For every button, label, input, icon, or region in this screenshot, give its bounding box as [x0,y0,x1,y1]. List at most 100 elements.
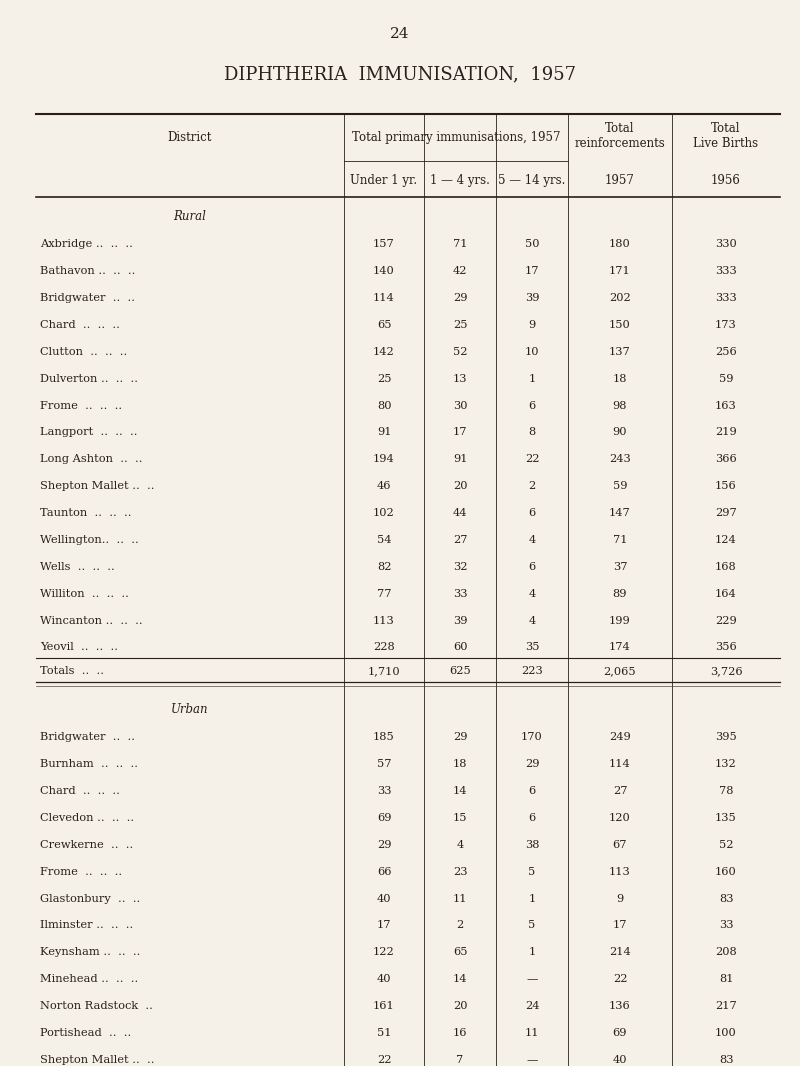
Text: 147: 147 [609,508,631,518]
Text: 142: 142 [373,346,395,357]
Text: 136: 136 [609,1001,631,1011]
Text: 20: 20 [453,1001,467,1011]
Text: 16: 16 [453,1028,467,1038]
Text: 330: 330 [715,240,737,249]
Text: 83: 83 [718,893,734,904]
Text: 120: 120 [609,813,631,823]
Text: 132: 132 [715,759,737,770]
Text: 65: 65 [453,948,467,957]
Text: 122: 122 [373,948,395,957]
Text: 40: 40 [377,974,391,984]
Text: 89: 89 [613,588,627,599]
Text: 140: 140 [373,266,395,276]
Text: 57: 57 [377,759,391,770]
Text: 150: 150 [609,320,631,330]
Text: Wincanton ..  ..  ..: Wincanton .. .. .. [40,615,142,626]
Text: Minehead ..  ..  ..: Minehead .. .. .. [40,974,138,984]
Text: 157: 157 [373,240,395,249]
Text: Keynsham ..  ..  ..: Keynsham .. .. .. [40,948,140,957]
Text: 22: 22 [377,1054,391,1065]
Text: 18: 18 [613,374,627,384]
Text: 1: 1 [528,374,536,384]
Text: 11: 11 [525,1028,539,1038]
Text: 6: 6 [528,508,536,518]
Text: Chard  ..  ..  ..: Chard .. .. .. [40,786,120,796]
Text: 52: 52 [453,346,467,357]
Text: 7: 7 [456,1054,464,1065]
Text: 59: 59 [613,481,627,491]
Text: 29: 29 [377,840,391,850]
Text: 2: 2 [456,920,464,931]
Text: 46: 46 [377,481,391,491]
Text: 156: 156 [715,481,737,491]
Text: 23: 23 [453,867,467,876]
Text: Portishead  ..  ..: Portishead .. .. [40,1028,131,1038]
Text: Chard  ..  ..  ..: Chard .. .. .. [40,320,120,330]
Text: 71: 71 [613,535,627,545]
Text: 333: 333 [715,293,737,303]
Text: 4: 4 [528,615,536,626]
Text: 18: 18 [453,759,467,770]
Text: Shepton Mallet ..  ..: Shepton Mallet .. .. [40,481,154,491]
Text: 10: 10 [525,346,539,357]
Text: 81: 81 [718,974,734,984]
Text: Under 1 yr.: Under 1 yr. [350,174,418,187]
Text: 30: 30 [453,401,467,410]
Text: 5 — 14 yrs.: 5 — 14 yrs. [498,174,566,187]
Text: 1 — 4 yrs.: 1 — 4 yrs. [430,174,490,187]
Text: 20: 20 [453,481,467,491]
Text: Frome  ..  ..  ..: Frome .. .. .. [40,867,122,876]
Text: 194: 194 [373,454,395,465]
Text: 256: 256 [715,346,737,357]
Text: Live Births: Live Births [694,138,758,150]
Text: 29: 29 [453,732,467,742]
Text: 40: 40 [613,1054,627,1065]
Text: 1: 1 [528,893,536,904]
Text: 4: 4 [528,535,536,545]
Text: 67: 67 [613,840,627,850]
Text: 22: 22 [525,454,539,465]
Text: 356: 356 [715,643,737,652]
Text: 69: 69 [377,813,391,823]
Text: 54: 54 [377,535,391,545]
Text: 17: 17 [613,920,627,931]
Text: 217: 217 [715,1001,737,1011]
Text: 50: 50 [525,240,539,249]
Text: 163: 163 [715,401,737,410]
Text: Frome  ..  ..  ..: Frome .. .. .. [40,401,122,410]
Text: Rural: Rural [174,210,206,223]
Text: 40: 40 [377,893,391,904]
Text: 113: 113 [373,615,395,626]
Text: Yeovil  ..  ..  ..: Yeovil .. .. .. [40,643,118,652]
Text: 114: 114 [373,293,395,303]
Text: 229: 229 [715,615,737,626]
Text: 3,726: 3,726 [710,666,742,676]
Text: 161: 161 [373,1001,395,1011]
Text: 170: 170 [521,732,543,742]
Text: DIPHTHERIA  IMMUNISATION,  1957: DIPHTHERIA IMMUNISATION, 1957 [224,66,576,83]
Text: 1957: 1957 [605,174,635,187]
Text: Bridgwater  ..  ..: Bridgwater .. .. [40,732,135,742]
Text: 199: 199 [609,615,631,626]
Text: Urban: Urban [171,702,209,715]
Text: 17: 17 [377,920,391,931]
Text: 171: 171 [609,266,631,276]
Text: 223: 223 [521,666,543,676]
Text: 5: 5 [528,867,536,876]
Text: 4: 4 [456,840,464,850]
Text: 333: 333 [715,266,737,276]
Text: 124: 124 [715,535,737,545]
Text: 9: 9 [528,320,536,330]
Text: 44: 44 [453,508,467,518]
Text: 27: 27 [613,786,627,796]
Text: 82: 82 [377,562,391,571]
Text: 91: 91 [453,454,467,465]
Text: Shepton Mallet ..  ..: Shepton Mallet .. .. [40,1054,154,1065]
Text: 160: 160 [715,867,737,876]
Text: Totals  ..  ..: Totals .. .. [40,666,104,676]
Text: 113: 113 [609,867,631,876]
Text: 8: 8 [528,427,536,437]
Text: 214: 214 [609,948,631,957]
Text: 15: 15 [453,813,467,823]
Text: 180: 180 [609,240,631,249]
